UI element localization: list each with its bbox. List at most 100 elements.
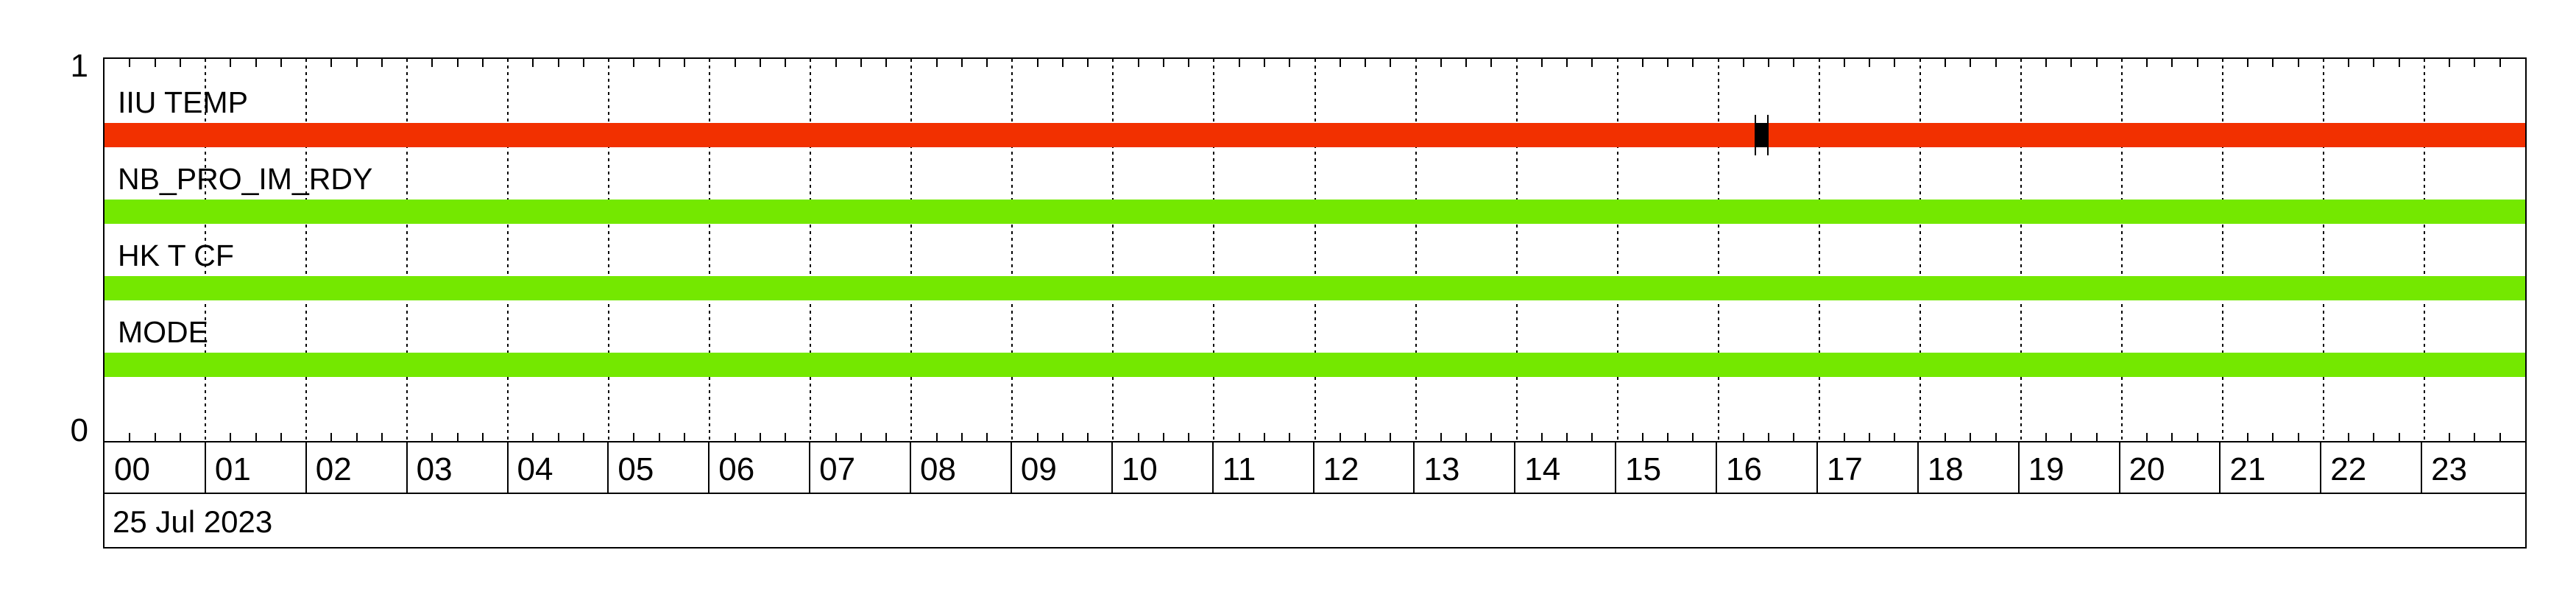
quarter-hour-tick [1843, 59, 1845, 67]
hour-label: 12 [1323, 451, 1359, 487]
quarter-hour-tick [1365, 433, 1367, 441]
quarter-hour-tick [1970, 59, 1972, 67]
quarter-hour-tick [1995, 59, 1997, 67]
quarter-hour-tick [658, 433, 660, 441]
hour-gridline [810, 59, 812, 441]
hour-separator [1211, 442, 1214, 493]
quarter-hour-tick [885, 433, 888, 441]
quarter-hour-tick [1238, 433, 1240, 441]
hour-label: 05 [618, 451, 654, 487]
hour-label: 18 [1927, 451, 1964, 487]
quarter-hour-tick [2095, 59, 2098, 67]
quarter-hour-tick [2171, 433, 2173, 441]
hour-separator [708, 442, 710, 493]
quarter-hour-tick [2449, 59, 2451, 67]
status-bar [105, 353, 2525, 377]
y-axis-label-top: 1 [70, 48, 88, 84]
hour-label: 04 [517, 451, 553, 487]
quarter-hour-tick [481, 433, 484, 441]
quarter-hour-tick [381, 59, 383, 67]
quarter-hour-tick [1339, 59, 1341, 67]
quarter-hour-tick [1768, 433, 1770, 441]
hour-label: 15 [1625, 451, 1662, 487]
quarter-hour-tick [2499, 59, 2501, 67]
quarter-hour-tick [2247, 59, 2249, 67]
date-band: 25 Jul 2023 [103, 494, 2527, 549]
hour-gridline [608, 59, 610, 441]
quarter-hour-tick [431, 59, 434, 67]
quarter-hour-tick [1843, 433, 1845, 441]
quarter-hour-tick [2196, 59, 2198, 67]
quarter-hour-tick [935, 59, 938, 67]
quarter-hour-tick [759, 433, 761, 441]
quarter-hour-tick [154, 59, 156, 67]
quarter-hour-tick [1263, 59, 1265, 67]
quarter-hour-tick [2474, 59, 2476, 67]
quarter-hour-tick [1742, 59, 1744, 67]
quarter-hour-tick [1793, 433, 1795, 441]
hour-gridline [205, 59, 207, 441]
hour-gridline [2322, 59, 2324, 441]
quarter-hour-tick [2398, 59, 2400, 67]
quarter-hour-tick [1869, 433, 1871, 441]
hour-gridline [305, 59, 308, 441]
hour-label: 00 [114, 451, 150, 487]
hour-label: 14 [1524, 451, 1561, 487]
hour-gridline [2020, 59, 2022, 441]
hour-gridline [1415, 59, 1417, 441]
hour-label: 19 [2028, 451, 2064, 487]
quarter-hour-tick [1490, 433, 1493, 441]
hour-label: 10 [1121, 451, 1158, 487]
quarter-hour-tick [2171, 59, 2173, 67]
quarter-hour-tick [2146, 59, 2148, 67]
hour-gridline [1011, 59, 1013, 441]
hour-gridline [1515, 59, 1518, 441]
quarter-hour-tick [2297, 59, 2299, 67]
quarter-hour-tick [1188, 433, 1190, 441]
quarter-hour-tick [1894, 433, 1896, 441]
quarter-hour-tick [2146, 433, 2148, 441]
hour-gridline [709, 59, 711, 441]
hour-label: 09 [1020, 451, 1057, 487]
quarter-hour-tick [557, 433, 559, 441]
quarter-hour-tick [1289, 59, 1291, 67]
quarter-hour-tick [986, 433, 988, 441]
hour-separator [910, 442, 911, 493]
quarter-hour-tick [154, 433, 156, 441]
quarter-hour-tick [1061, 59, 1064, 67]
quarter-hour-tick [2348, 59, 2350, 67]
quarter-hour-tick [330, 59, 333, 67]
quarter-hour-tick [633, 433, 635, 441]
hour-label: 06 [718, 451, 755, 487]
quarter-hour-tick [230, 433, 232, 441]
quarter-hour-tick [1162, 59, 1164, 67]
quarter-hour-tick [2272, 59, 2274, 67]
hour-gridline [1919, 59, 1921, 441]
hour-separator [1917, 442, 1919, 493]
hour-label: 21 [2229, 451, 2266, 487]
hour-separator [204, 442, 206, 493]
quarter-hour-tick [2297, 433, 2299, 441]
quarter-hour-tick [2070, 59, 2073, 67]
hour-separator [1615, 442, 1617, 493]
row-label: HK T CF [118, 239, 234, 272]
quarter-hour-tick [582, 433, 584, 441]
hour-separator [2219, 442, 2221, 493]
quarter-hour-tick [785, 59, 787, 67]
quarter-hour-tick [658, 59, 660, 67]
quarter-hour-tick [633, 59, 635, 67]
hour-label: 03 [416, 451, 453, 487]
quarter-hour-tick [2348, 433, 2350, 441]
status-bar [105, 123, 2525, 147]
quarter-hour-tick [557, 59, 559, 67]
quarter-hour-tick [1540, 59, 1543, 67]
hour-gridline [1213, 59, 1215, 441]
quarter-hour-tick [1188, 59, 1190, 67]
hour-separator [1312, 442, 1314, 493]
quarter-hour-tick [1036, 59, 1038, 67]
quarter-hour-tick [1692, 59, 1694, 67]
hour-separator [607, 442, 609, 493]
quarter-hour-tick [2247, 433, 2249, 441]
quarter-hour-tick [960, 433, 963, 441]
quarter-hour-tick [1390, 59, 1392, 67]
